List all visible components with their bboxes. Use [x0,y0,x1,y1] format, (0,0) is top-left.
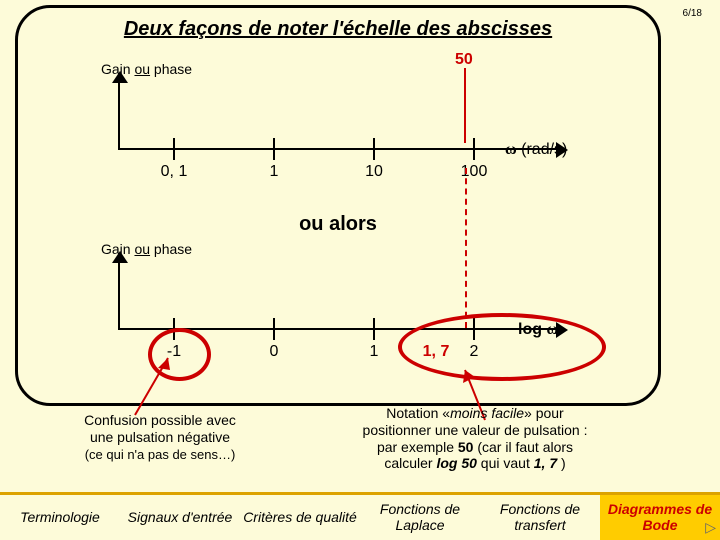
tick-label: 0 [266,343,282,361]
ou-alors: ou alors [18,213,658,236]
tick-label: 1 [266,163,282,181]
next-icon[interactable]: ▷ [705,519,716,536]
axis-end-label-top: ω (rad/s) [505,141,567,159]
note-right: Notation «moins facile» pour positionner… [330,405,620,472]
slide-title: Deux façons de noter l'échelle des absci… [18,18,658,41]
footer-btn-transfert[interactable]: Fonctions de transfert [480,495,600,540]
footer-nav: Terminologie Signaux d'entrée Critères d… [0,492,720,540]
top-axis-group: Gain ou phase 50 0, 1 1 10 100 ω (rad/s) [118,88,593,188]
tick-label: 100 [458,163,490,181]
note-left: Confusion possible avec une pulsation né… [50,412,270,462]
fifty-label-top: 50 [455,51,473,69]
dashed-connector [465,168,467,328]
footer-btn-bode[interactable]: Diagrammes de Bode [600,495,720,540]
footer-btn-terminologie[interactable]: Terminologie [0,495,120,540]
tick-label: 10 [362,163,386,181]
footer-btn-criteres[interactable]: Critères de qualité [240,495,360,540]
footer-btn-signaux[interactable]: Signaux d'entrée [120,495,240,540]
footer-btn-laplace[interactable]: Fonctions de Laplace [360,495,480,540]
tick-label: 0, 1 [158,163,190,181]
tick-label: 1 [366,343,382,361]
slide-number: 6/18 [683,8,702,19]
